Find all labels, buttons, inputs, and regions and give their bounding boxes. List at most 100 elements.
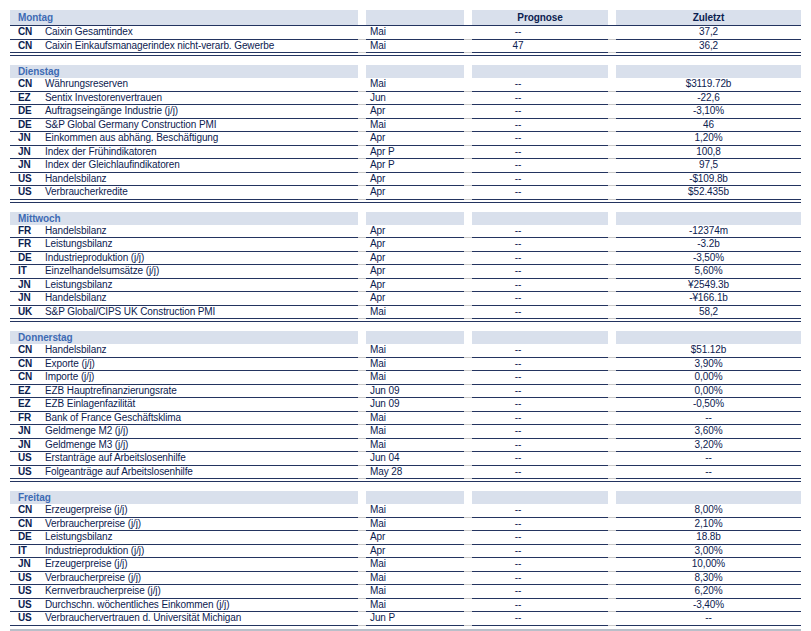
column-gap	[358, 371, 366, 385]
column-gap	[358, 265, 366, 279]
country-code: DE	[18, 252, 45, 264]
column-gap	[464, 425, 472, 439]
country-code: JN	[18, 439, 45, 451]
country-code: UK	[18, 306, 45, 318]
table-row: IT Einzelhandelsumsätze (j/j) Apr -- 5,6…	[10, 265, 801, 279]
column-gap	[464, 292, 472, 306]
table-row: EZ EZB Einlagenfazilität Jun 09 -- -0,50…	[10, 398, 801, 412]
country-code: FR	[18, 412, 45, 424]
column-gap	[608, 238, 616, 252]
column-gap	[464, 159, 472, 173]
table-row: JN Einkommen aus abhäng. Beschäftigung A…	[10, 132, 801, 146]
zuletzt-cell: 10,00%	[616, 558, 801, 572]
table-row: CN Erzeugerpreise (j/j) Mai -- 8,00%	[10, 504, 801, 518]
zuletzt-cell: -3,40%	[616, 599, 801, 613]
zuletzt-cell: --	[616, 466, 801, 480]
column-gap	[608, 10, 616, 25]
column-gap	[358, 292, 366, 306]
zuletzt-cell: -3,10%	[616, 105, 801, 119]
column-gap	[358, 545, 366, 559]
zuletzt-cell: 100,8	[616, 146, 801, 160]
prognose-cell: --	[472, 78, 608, 92]
indicator-name: Industrieproduktion (j/j)	[45, 252, 358, 264]
column-gap	[608, 78, 616, 92]
prognose-cell: --	[472, 265, 608, 279]
column-gap	[608, 358, 616, 372]
column-gap	[358, 558, 366, 572]
country-code: EZ	[18, 385, 45, 397]
indicator-name: Caixin Gesamtindex	[45, 26, 358, 38]
zuletzt-cell: $3119.72b	[616, 78, 801, 92]
day-header-block-zuletzt	[616, 331, 801, 344]
indicator-cell: FR Leistungsbilanz	[10, 238, 358, 252]
zuletzt-cell: 2,10%	[616, 518, 801, 532]
day-rows: CN Caixin Gesamtindex Mai -- 37,2 CN Cai…	[10, 26, 801, 53]
prognose-cell: --	[472, 146, 608, 160]
period-cell: Mai	[366, 344, 464, 358]
indicator-name: S&P Global Germany Construction PMI	[45, 119, 358, 131]
period-cell: Jun 09	[366, 398, 464, 412]
column-gap	[464, 491, 472, 504]
day-header-block-zuletzt	[616, 212, 801, 225]
table-row: FR Leistungsbilanz Apr -- -3.2b	[10, 238, 801, 252]
column-gap	[464, 531, 472, 545]
column-gap	[464, 265, 472, 279]
column-gap	[358, 132, 366, 146]
indicator-cell: US Handelsbilanz	[10, 173, 358, 187]
table-row: FR Handelsbilanz Apr -- -12374m	[10, 225, 801, 239]
column-gap	[464, 331, 472, 344]
country-code: DE	[18, 531, 45, 543]
day-header-block-indicator: Dienstag	[10, 65, 358, 78]
day-header-block-prognose: Prognose	[472, 10, 608, 25]
prognose-cell: --	[472, 132, 608, 146]
prognose-cell: --	[472, 518, 608, 532]
column-gap	[464, 385, 472, 399]
indicator-cell: JN Erzeugerpreise (j/j)	[10, 558, 358, 572]
period-cell: Jun 04	[366, 452, 464, 466]
column-gap	[608, 212, 616, 225]
column-gap	[358, 439, 366, 453]
zuletzt-cell: -0,50%	[616, 398, 801, 412]
column-gap	[358, 146, 366, 160]
column-gap	[608, 92, 616, 106]
indicator-cell: IT Industrieproduktion (j/j)	[10, 545, 358, 559]
indicator-cell: US Verbrauchervertrauen d. Universität M…	[10, 612, 358, 626]
zuletzt-cell: 18.8b	[616, 531, 801, 545]
country-code: JN	[18, 558, 45, 570]
indicator-cell: CN Handelsbilanz	[10, 344, 358, 358]
country-code: FR	[18, 238, 45, 250]
table-row: IT Industrieproduktion (j/j) Apr -- 3,00…	[10, 545, 801, 559]
indicator-name: EZB Hauptrefinanzierungsrate	[45, 385, 358, 397]
country-code: DE	[18, 105, 45, 117]
indicator-name: Kernverbraucherpreise (j/j)	[45, 585, 358, 597]
indicator-cell: US Verbraucherpreise (j/j)	[10, 572, 358, 586]
indicator-name: EZB Einlagenfazilität	[45, 398, 358, 410]
zuletzt-cell: -¥166.1b	[616, 292, 801, 306]
column-gap	[358, 331, 366, 344]
table-row: CN Importe (j/j) Mai -- 0,00%	[10, 371, 801, 385]
zuletzt-cell: 36,2	[616, 40, 801, 54]
indicator-name: Verbraucherkredite	[45, 186, 358, 198]
column-gap	[464, 558, 472, 572]
period-cell: Mai	[366, 558, 464, 572]
column-gap	[608, 159, 616, 173]
prognose-cell: --	[472, 599, 608, 613]
prognose-cell: --	[472, 159, 608, 173]
period-cell: Apr P	[366, 159, 464, 173]
column-gap	[358, 10, 366, 25]
period-cell: Apr	[366, 238, 464, 252]
prognose-cell: --	[472, 119, 608, 133]
table-row: JN Geldmenge M2 (j/j) Mai -- 3,60%	[10, 425, 801, 439]
indicator-name: Bank of France Geschäftsklima	[45, 412, 358, 424]
indicator-name: Leistungsbilanz	[45, 279, 358, 291]
indicator-name: Handelsbilanz	[45, 292, 358, 304]
table-row: US Verbraucherpreise (j/j) Mai -- 8,30%	[10, 572, 801, 586]
country-code: CN	[18, 518, 45, 530]
column-gap	[464, 504, 472, 518]
column-gap	[608, 371, 616, 385]
table-row: US Durchschn. wöchentliches Einkommen (j…	[10, 599, 801, 613]
table-row: US Folgeanträge auf Arbeitslosenhilfe Ma…	[10, 466, 801, 480]
period-cell: Mai	[366, 26, 464, 40]
column-gap	[608, 531, 616, 545]
country-code: EZ	[18, 398, 45, 410]
